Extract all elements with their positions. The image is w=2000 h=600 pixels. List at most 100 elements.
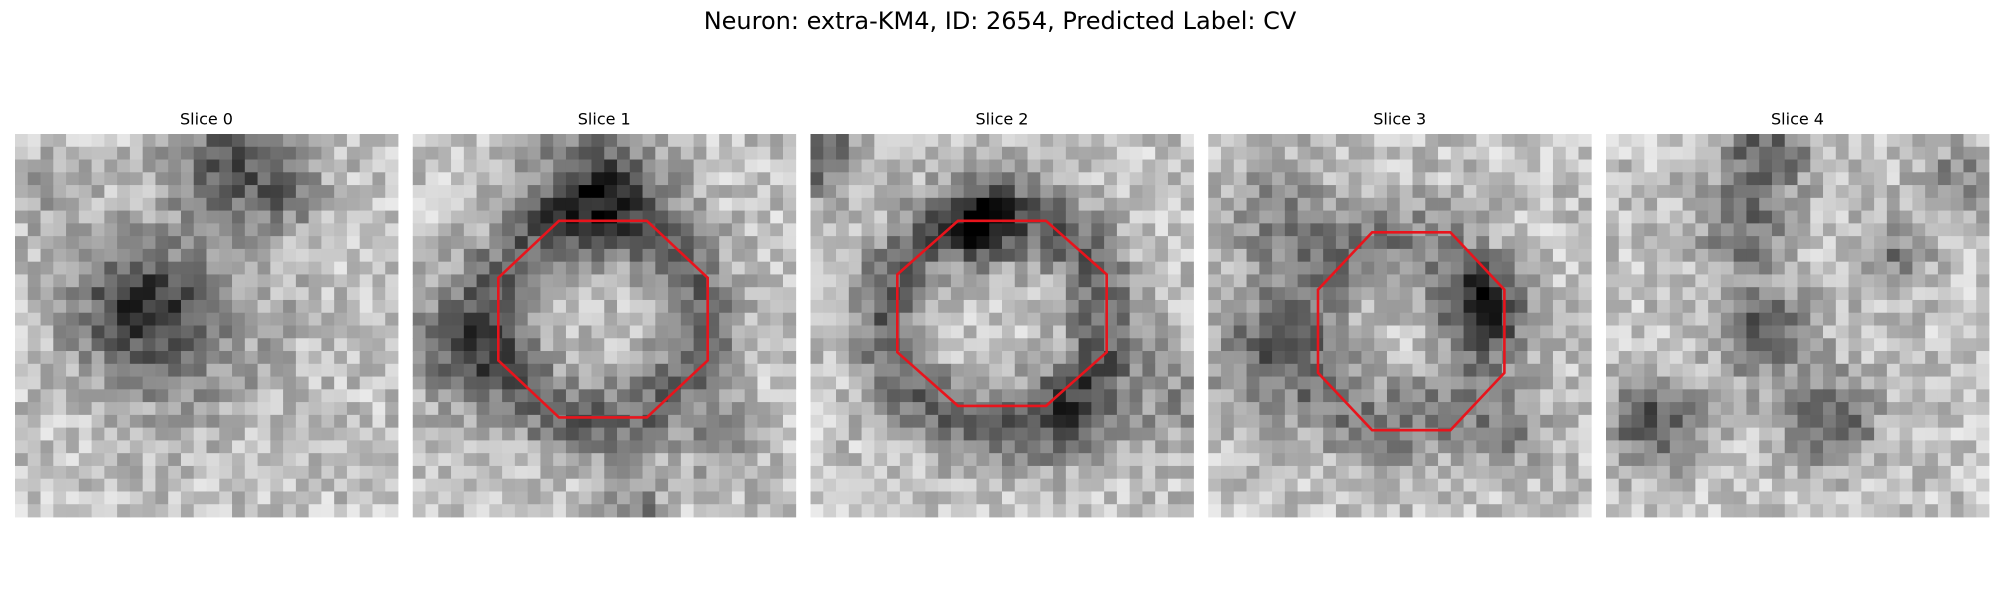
panel-title: Slice 3 — [1373, 110, 1426, 129]
pixel — [1527, 172, 1541, 186]
pixel — [1438, 402, 1452, 416]
pixel — [425, 210, 439, 224]
pixel — [104, 172, 118, 186]
pixel — [1835, 363, 1849, 377]
pixel — [1323, 389, 1337, 403]
pixel — [206, 376, 220, 390]
pixel — [1874, 376, 1888, 390]
pixel — [502, 210, 516, 224]
pixel — [1348, 172, 1362, 186]
pixel — [553, 299, 567, 314]
pixel — [861, 299, 875, 314]
pixel — [912, 134, 926, 148]
pixel — [1116, 363, 1131, 377]
pixel — [604, 363, 618, 377]
pixel — [1476, 197, 1490, 211]
pixel — [642, 172, 656, 186]
pixel — [1142, 440, 1156, 454]
pixel — [1976, 325, 1990, 339]
pixel — [1565, 248, 1579, 263]
pixel — [476, 287, 490, 301]
pixel — [270, 274, 284, 288]
pixel — [604, 299, 618, 314]
pixel — [129, 363, 144, 377]
pixel — [27, 159, 41, 173]
pixel — [1014, 312, 1028, 326]
pixel — [1361, 465, 1375, 480]
pixel — [412, 172, 426, 186]
pixel — [489, 223, 503, 237]
pixel — [117, 402, 131, 416]
pixel — [1116, 351, 1131, 365]
pixel — [757, 465, 771, 480]
pixel — [438, 414, 452, 429]
pixel — [1810, 159, 1824, 173]
pixel — [489, 261, 503, 275]
pixel — [117, 453, 131, 467]
pixel — [1886, 299, 1901, 314]
pixel — [1053, 287, 1067, 301]
pixel — [257, 465, 271, 480]
pixel — [1053, 325, 1067, 339]
pixel — [53, 376, 67, 390]
pixel — [938, 402, 952, 416]
pixel — [1899, 146, 1913, 160]
pixel — [1874, 491, 1888, 505]
pixel — [1950, 504, 1964, 518]
pixel — [1450, 159, 1464, 173]
pixel — [874, 236, 888, 250]
pixel — [1823, 261, 1837, 275]
pixel — [1412, 274, 1426, 288]
pixel — [257, 261, 271, 275]
pixel — [502, 274, 516, 288]
pixel — [1104, 351, 1118, 365]
pixel — [1374, 261, 1388, 275]
pixel — [1682, 389, 1696, 403]
pixel — [91, 172, 105, 186]
pixel — [451, 440, 465, 454]
pixel — [1259, 185, 1273, 199]
pixel — [385, 223, 399, 237]
pixel — [1027, 453, 1041, 467]
pixel — [66, 172, 80, 186]
pixel — [117, 363, 131, 377]
pixel — [899, 299, 914, 314]
pixel — [1669, 223, 1683, 237]
pixel — [1348, 427, 1362, 441]
pixel — [810, 274, 824, 288]
pixel — [617, 453, 631, 467]
pixel — [836, 210, 850, 224]
pixel — [372, 146, 386, 160]
pixel — [295, 351, 310, 365]
pixel — [1925, 146, 1939, 160]
pixel — [1514, 351, 1528, 365]
pixel — [1925, 363, 1939, 377]
pixel — [295, 440, 310, 454]
pixel — [438, 185, 452, 199]
pixel — [1695, 363, 1709, 377]
pixel — [1104, 376, 1118, 390]
pixel — [1861, 134, 1875, 148]
pixel — [1578, 478, 1592, 492]
pixel — [874, 363, 888, 377]
pixel — [438, 491, 452, 505]
pixel — [861, 134, 875, 148]
pixel — [1784, 299, 1798, 314]
pixel — [1886, 236, 1901, 250]
pixel — [1323, 325, 1337, 339]
pixel — [438, 389, 452, 403]
pixel — [989, 338, 1003, 352]
pixel — [1874, 465, 1888, 480]
pixel — [950, 338, 965, 352]
pixel — [527, 325, 541, 339]
pixel — [1374, 491, 1388, 505]
pixel — [1065, 427, 1079, 441]
pixel — [782, 223, 797, 237]
pixel — [1476, 248, 1490, 263]
pixel — [1233, 299, 1247, 314]
pixel — [15, 491, 29, 505]
pixel — [463, 248, 477, 263]
pixel — [782, 261, 797, 275]
pixel — [321, 440, 335, 454]
pixel — [232, 504, 246, 518]
